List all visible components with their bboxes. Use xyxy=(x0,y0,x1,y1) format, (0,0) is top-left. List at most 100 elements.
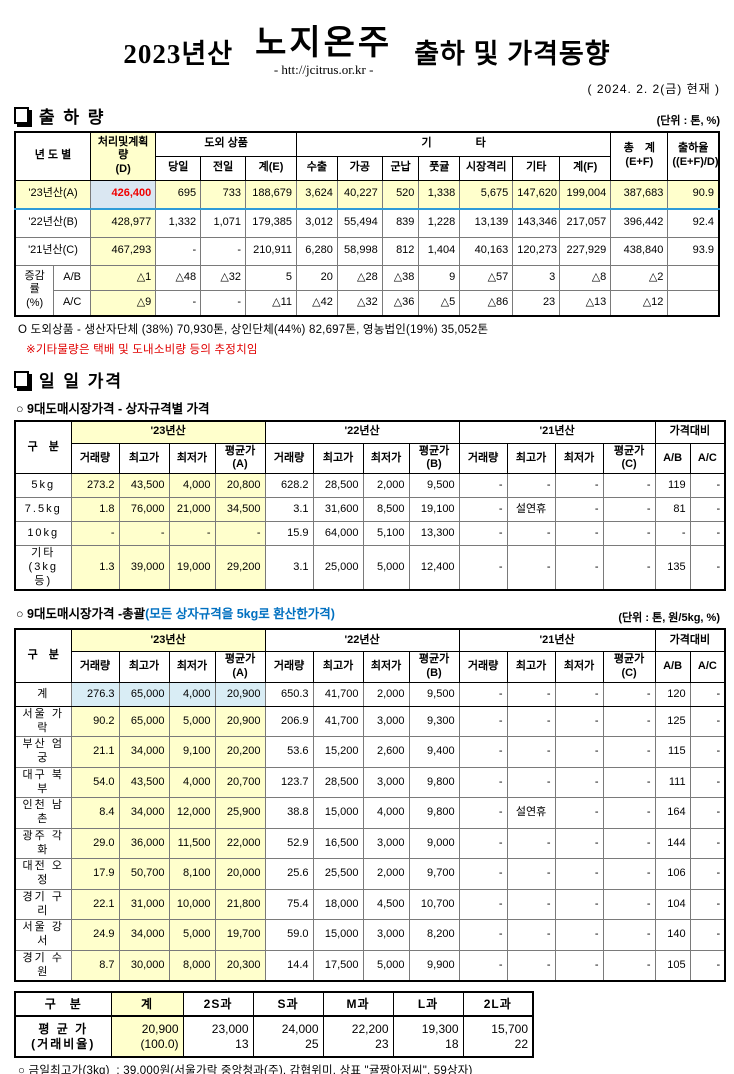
header-cell: 평균가(C) xyxy=(602,651,656,683)
cell xyxy=(667,289,720,317)
cell: 143,346 xyxy=(512,208,561,238)
cell: 20 xyxy=(296,264,338,291)
header-cell: 계 xyxy=(110,991,184,1018)
cell: 9,300 xyxy=(408,705,460,738)
section-heading-daily-label: 일 일 가격 xyxy=(39,371,124,391)
cell: - xyxy=(70,521,120,547)
cell: 36,000 xyxy=(118,827,170,860)
cell: - xyxy=(458,797,508,829)
cell: △57 xyxy=(459,264,514,291)
cell: - xyxy=(458,736,508,768)
cell: - xyxy=(689,736,726,768)
cell: 20,700 xyxy=(214,766,266,799)
cell: 3,000 xyxy=(362,919,410,951)
cell: △2 xyxy=(610,264,669,291)
cell: △11 xyxy=(245,289,298,317)
cell: '23년산(A) xyxy=(14,179,91,210)
cell xyxy=(667,264,720,291)
title-product: 노지온주 xyxy=(255,24,393,62)
cell: - xyxy=(689,545,726,591)
header-cell: 처리및계획량 (D) xyxy=(89,131,157,181)
header-cell: 도외 상품 xyxy=(155,131,298,157)
cell: 53.6 xyxy=(264,736,314,768)
cell: 22.1 xyxy=(70,888,120,921)
cell: 대구 북부 xyxy=(14,766,72,799)
cell: 227,929 xyxy=(559,236,612,266)
daily-overall-header-row: ○ 9대도매시장가격 -총괄(모든 상자규격을 5kg로 환산한가격) (단위 … xyxy=(14,597,720,625)
cell: 24,000 25 xyxy=(252,1015,324,1058)
unit-note-overall: (단위 : 톤, 원/5kg, %) xyxy=(618,612,720,625)
cell: 76,000 xyxy=(118,497,170,523)
cell: - xyxy=(602,473,656,499)
cell: 13,139 xyxy=(459,208,514,238)
cell: - xyxy=(554,521,604,547)
cell: - xyxy=(602,521,656,547)
cell: △32 xyxy=(200,264,247,291)
cell: - xyxy=(554,858,604,890)
cell: △38 xyxy=(381,264,420,291)
cell: 20,000 xyxy=(214,858,266,890)
cell: △86 xyxy=(459,289,514,317)
header-cell: 가격대비 xyxy=(654,628,726,653)
cell: 120 xyxy=(654,681,691,707)
header-cell: '23년산 xyxy=(70,628,266,653)
cell: - xyxy=(155,236,202,266)
cell: 206.9 xyxy=(264,705,314,738)
cell: - xyxy=(506,705,556,738)
cell: 105 xyxy=(654,949,691,982)
cell: - xyxy=(554,797,604,829)
cell: 15,200 xyxy=(312,736,364,768)
cell: - xyxy=(168,521,216,547)
cell: 20,300 xyxy=(214,949,266,982)
header-cell: 평균가(B) xyxy=(408,651,460,683)
title-product-block: 노지온주 - htt://jcitrus.or.kr - xyxy=(255,24,393,78)
cell: - xyxy=(602,705,656,738)
cell: 64,000 xyxy=(312,521,364,547)
header-cell: 최저가 xyxy=(554,651,604,683)
daily-subheading-overall: ○ 9대도매시장가격 -총괄(모든 상자규격을 5kg로 환산한가격) xyxy=(16,603,335,622)
cell: 40,227 xyxy=(336,179,383,210)
cell: - xyxy=(458,888,508,921)
cell: - xyxy=(689,497,726,523)
cell: 4,000 xyxy=(168,473,216,499)
header-cell: 거래량 xyxy=(70,651,120,683)
cell: 30,000 xyxy=(118,949,170,982)
cell: 1.8 xyxy=(70,497,120,523)
cell: 9,900 xyxy=(408,949,460,982)
header-cell: 최저가 xyxy=(362,442,410,475)
cell: - xyxy=(602,827,656,860)
cell: 34,000 xyxy=(118,736,170,768)
cell: 25,900 xyxy=(214,797,266,829)
cell: - xyxy=(654,521,691,547)
cell: 276.3 xyxy=(70,681,120,707)
header-cell: 최고가 xyxy=(118,442,170,475)
cell: 2,000 xyxy=(362,473,410,499)
cell: 9,800 xyxy=(408,797,460,829)
header-cell: 최저가 xyxy=(168,651,216,683)
header-cell: 최저가 xyxy=(554,442,604,475)
cell: 59.0 xyxy=(264,919,314,951)
cell: - xyxy=(689,797,726,829)
cell: 13,300 xyxy=(408,521,460,547)
cell: - xyxy=(458,521,508,547)
cell: 부산 엄궁 xyxy=(14,736,72,768)
cell: - xyxy=(689,681,726,707)
cell: 3,012 xyxy=(296,208,338,238)
cell: 387,683 xyxy=(610,179,669,210)
cell: 188,679 xyxy=(245,179,298,210)
cell: 52.9 xyxy=(264,827,314,860)
date-note: ( 2024. 2. 2(금) 현재 ) xyxy=(587,81,720,96)
shipment-section-header: 출 하 량 (단위 : 톤, %) xyxy=(14,103,720,128)
cell: 경기 구리 xyxy=(14,888,72,921)
cell: - xyxy=(506,766,556,799)
cell: 9,800 xyxy=(408,766,460,799)
cell: - xyxy=(554,766,604,799)
header-cell: 풋귤 xyxy=(418,155,461,181)
cell: 설연휴 xyxy=(506,497,556,523)
cell: 11,500 xyxy=(168,827,216,860)
cell: 20,900 xyxy=(214,681,266,707)
cell: - xyxy=(602,545,656,591)
unit-note-shipment: (단위 : 톤, %) xyxy=(656,114,720,127)
header-cell: A/B xyxy=(654,651,691,683)
cell: 18,000 xyxy=(312,888,364,921)
